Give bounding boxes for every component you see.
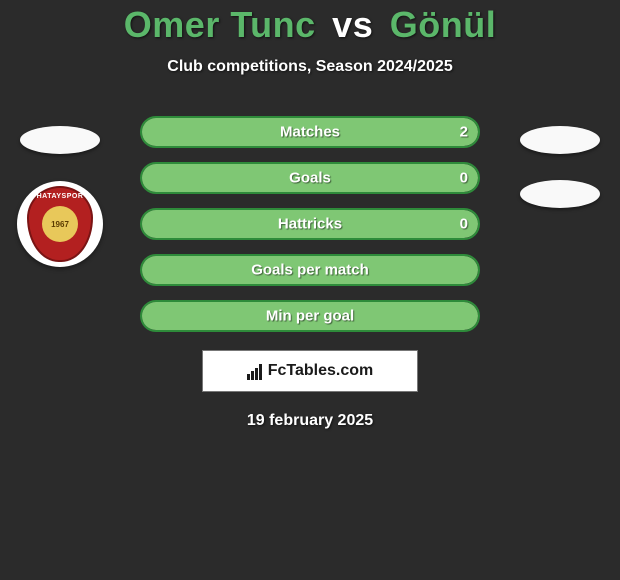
page-title: Omer Tunc vs Gönül — [0, 4, 620, 46]
stat-label: Hattricks — [142, 216, 478, 233]
stat-label: Matches — [142, 124, 478, 141]
stat-row: 2Matches — [140, 116, 480, 148]
bars-icon — [247, 362, 262, 380]
vs-text: vs — [332, 4, 373, 45]
stat-row: Goals per match — [140, 254, 480, 286]
player1-name: Omer Tunc — [124, 4, 316, 45]
subtitle: Club competitions, Season 2024/2025 — [0, 58, 620, 76]
brand-box[interactable]: FcTables.com — [202, 350, 418, 392]
stat-row: 0Goals — [140, 162, 480, 194]
date-label: 19 february 2025 — [0, 412, 620, 430]
stats-list: 2Matches 0Goals 0Hattricks Goals per match M… — [0, 116, 620, 332]
stat-row: Min per goal — [140, 300, 480, 332]
comparison-card: Omer Tunc vs Gönül Club competitions, Se… — [0, 4, 620, 580]
stat-row: 0Hattricks — [140, 208, 480, 240]
brand-text: FcTables.com — [268, 362, 374, 380]
player2-name: Gönül — [390, 4, 496, 45]
stat-label: Goals — [142, 170, 478, 187]
stat-label: Goals per match — [142, 262, 478, 279]
stat-label: Min per goal — [142, 308, 478, 325]
